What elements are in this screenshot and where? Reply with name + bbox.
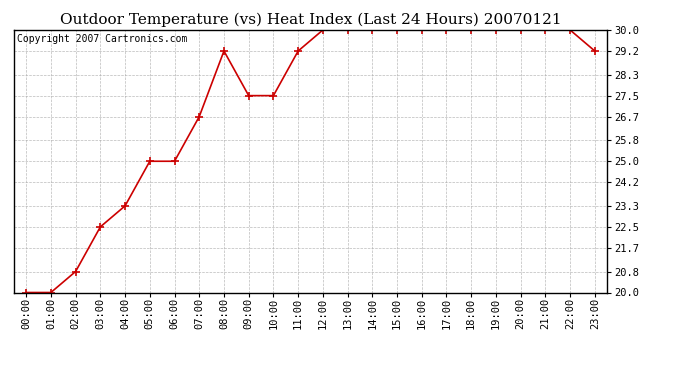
Text: Copyright 2007 Cartronics.com: Copyright 2007 Cartronics.com [17, 34, 187, 44]
Title: Outdoor Temperature (vs) Heat Index (Last 24 Hours) 20070121: Outdoor Temperature (vs) Heat Index (Las… [60, 13, 561, 27]
